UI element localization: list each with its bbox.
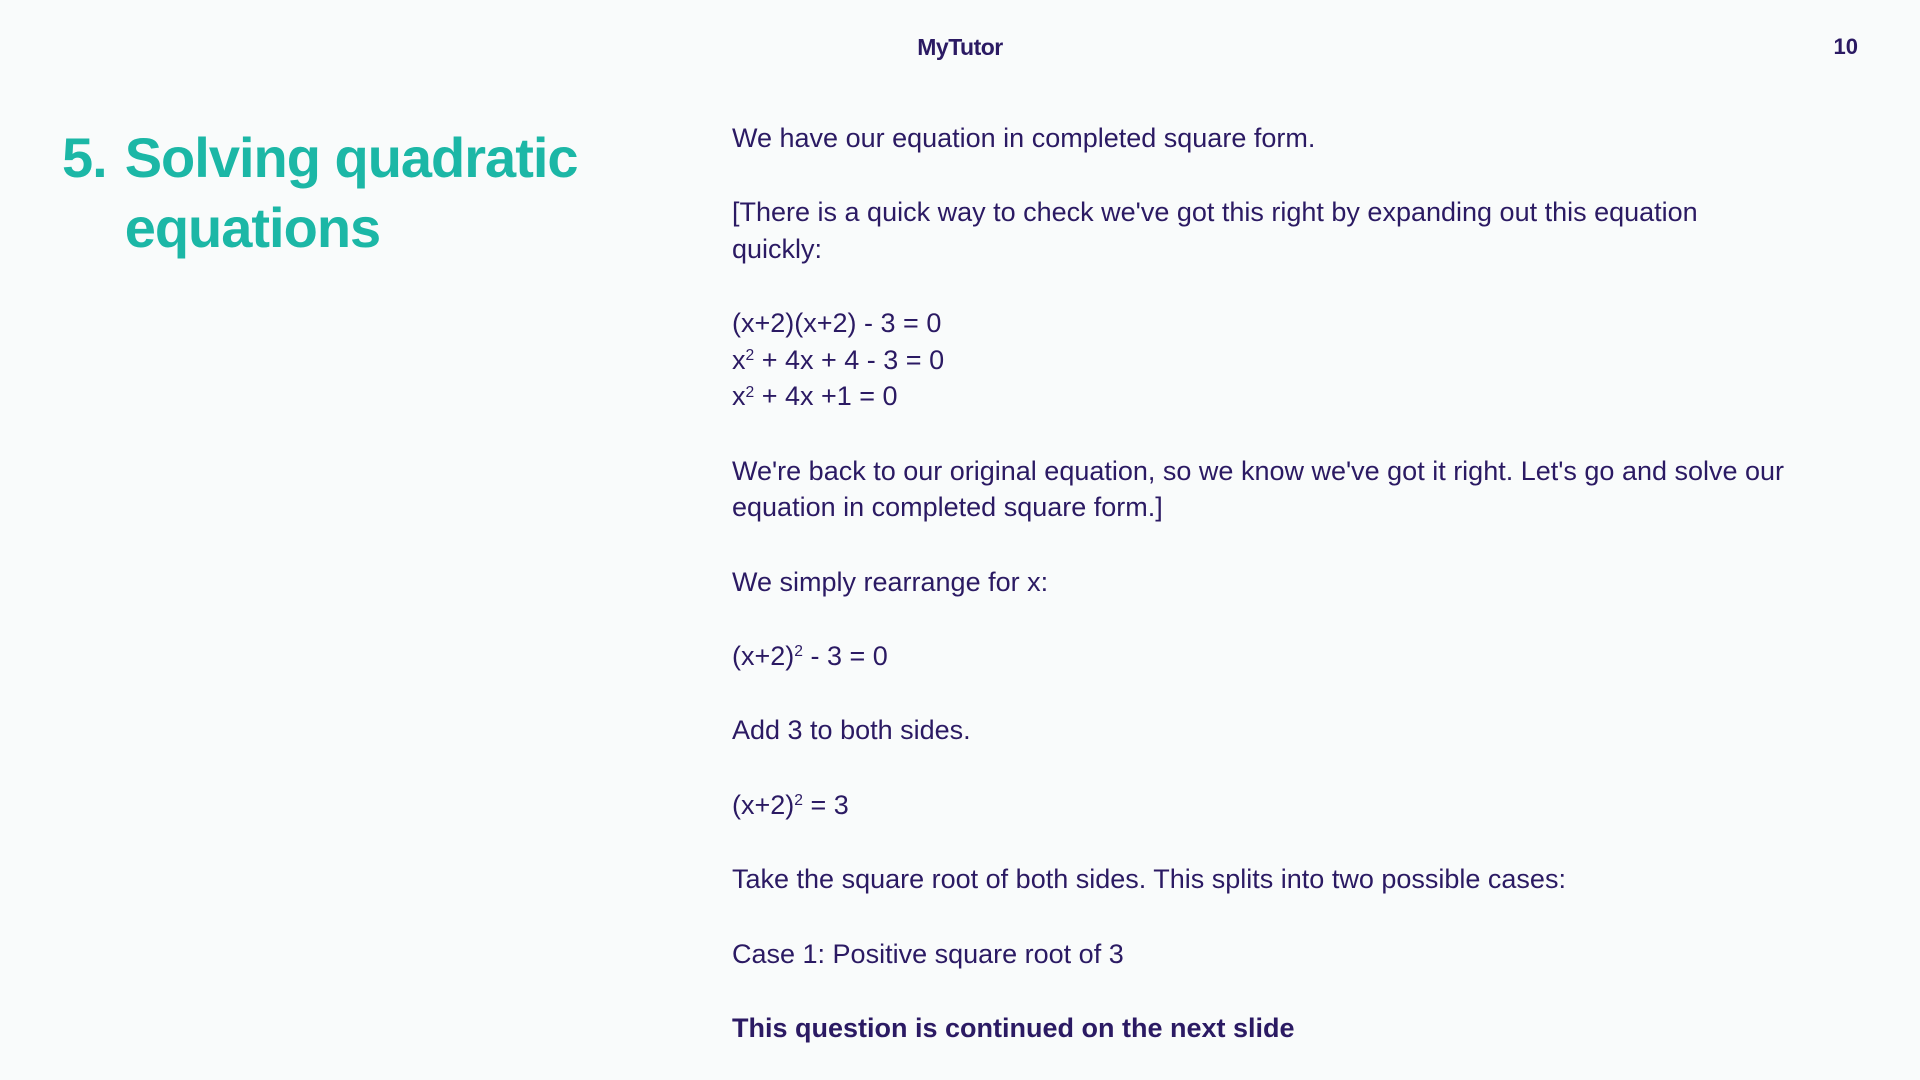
equation-block: (x+2)(x+2) - 3 = 0 x2 + 4x + 4 - 3 = 0 x…: [732, 305, 1792, 414]
heading-number: 5.: [62, 123, 107, 193]
eq-part: x: [732, 345, 746, 375]
superscript: 2: [746, 347, 755, 364]
paragraph: Case 1: Positive square root of 3: [732, 936, 1792, 972]
paragraph: We're back to our original equation, so …: [732, 453, 1792, 526]
superscript: 2: [794, 792, 803, 809]
superscript: 2: [746, 384, 755, 401]
paragraph: [There is a quick way to check we've got…: [732, 194, 1792, 267]
eq-part: + 4x + 4 - 3 = 0: [754, 345, 944, 375]
page-number: 10: [1834, 34, 1858, 60]
equation-line: x2 + 4x +1 = 0: [732, 378, 1792, 414]
heading-title-line2: equations: [125, 193, 578, 263]
equation-line: (x+2)2 = 3: [732, 787, 1792, 823]
heading-title-line1: Solving quadratic: [125, 123, 578, 193]
eq-part: + 4x +1 = 0: [754, 381, 897, 411]
equation-line: (x+2)(x+2) - 3 = 0: [732, 305, 1792, 341]
paragraph: Take the square root of both sides. This…: [732, 861, 1792, 897]
paragraph: Add 3 to both sides.: [732, 712, 1792, 748]
eq-part: (x+2): [732, 641, 794, 671]
equation-line: (x+2)2 - 3 = 0: [732, 638, 1792, 674]
eq-part: = 3: [803, 790, 849, 820]
eq-part: x: [732, 381, 746, 411]
heading-block: 5. Solving quadratic equations: [62, 123, 682, 263]
eq-part: - 3 = 0: [803, 641, 888, 671]
paragraph: We simply rearrange for x:: [732, 564, 1792, 600]
superscript: 2: [794, 643, 803, 660]
continued-note: This question is continued on the next s…: [732, 1010, 1792, 1046]
slide-page: MyTutor 10 5. Solving quadratic equation…: [0, 0, 1920, 1080]
paragraph: We have our equation in completed square…: [732, 120, 1792, 156]
heading-row: 5. Solving quadratic equations: [62, 123, 682, 263]
content-column: We have our equation in completed square…: [732, 120, 1792, 1047]
brand-logo: MyTutor: [917, 34, 1003, 61]
equation-line: x2 + 4x + 4 - 3 = 0: [732, 342, 1792, 378]
heading-title-wrap: Solving quadratic equations: [125, 123, 578, 263]
eq-part: (x+2): [732, 790, 794, 820]
